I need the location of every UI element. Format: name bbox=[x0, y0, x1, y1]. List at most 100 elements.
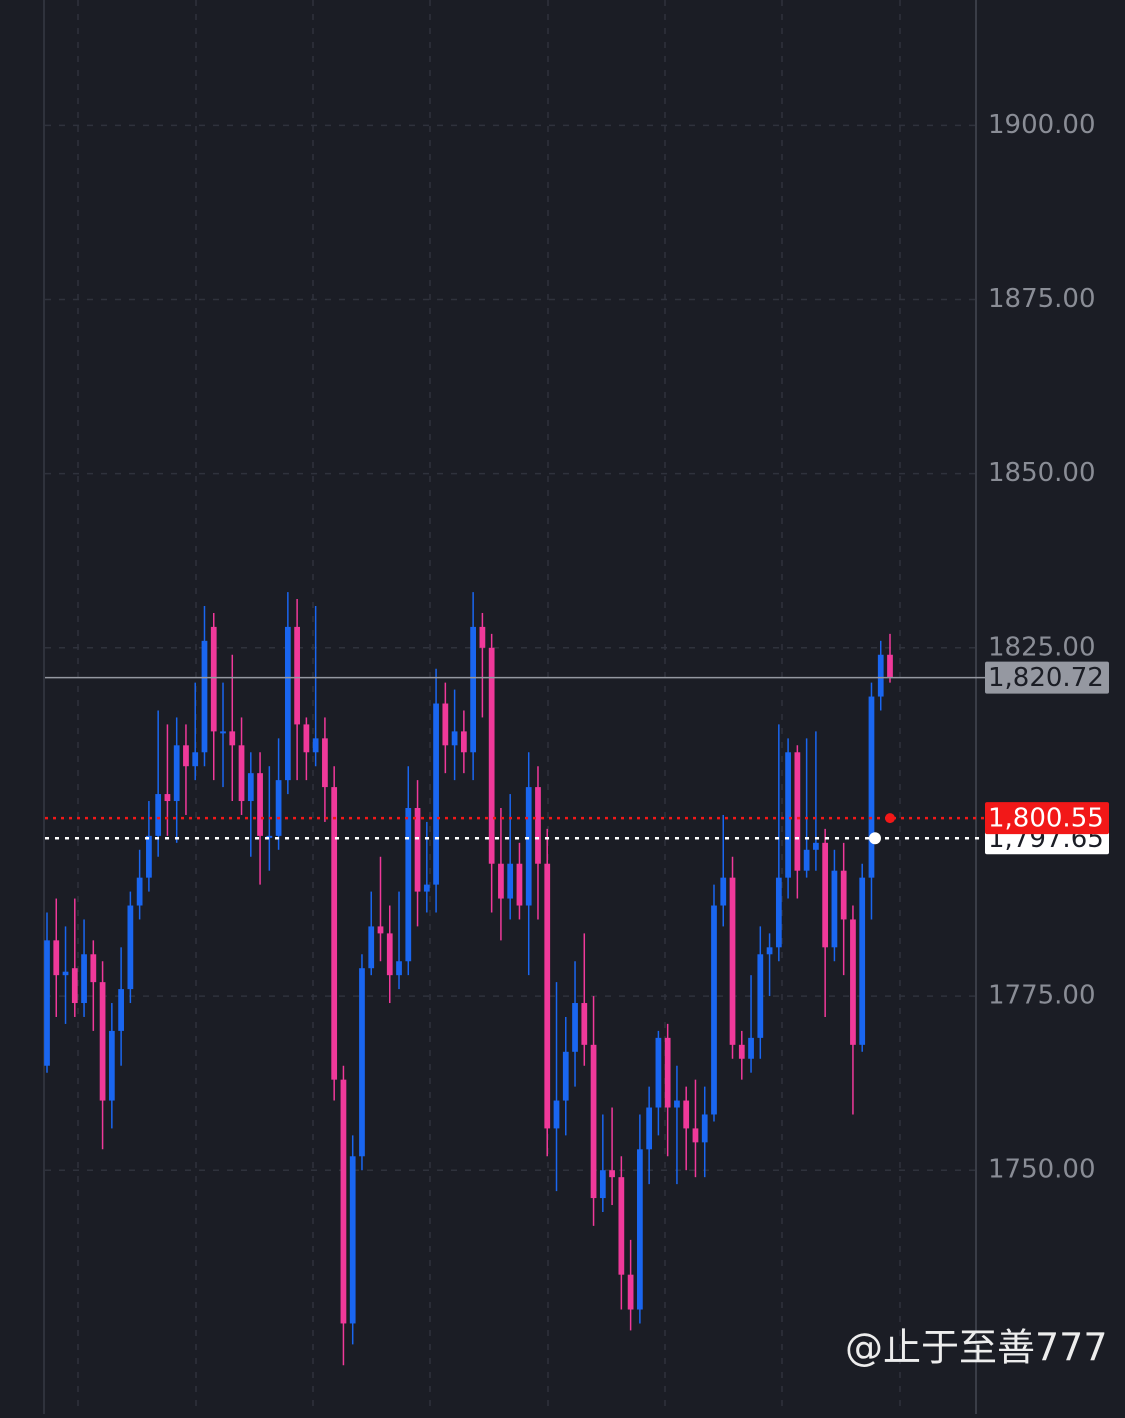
candle-body bbox=[460, 731, 467, 753]
candle-body bbox=[247, 773, 254, 802]
candle-body bbox=[609, 1170, 615, 1178]
candle-body bbox=[775, 877, 782, 948]
candle-body bbox=[173, 745, 180, 802]
candle-body bbox=[498, 863, 504, 899]
candle-body bbox=[850, 919, 856, 1045]
candle-body bbox=[813, 842, 819, 850]
candle-body bbox=[146, 835, 152, 878]
candle-body bbox=[257, 773, 263, 836]
candle-body bbox=[692, 1128, 699, 1143]
candle-body bbox=[785, 752, 791, 878]
candle-body bbox=[414, 808, 421, 892]
candle-body bbox=[535, 787, 541, 864]
candle-body bbox=[525, 787, 532, 906]
candle-body bbox=[581, 1003, 588, 1045]
candle-body bbox=[822, 842, 829, 948]
candle-body bbox=[229, 731, 236, 746]
candle-body bbox=[71, 968, 78, 1004]
price-label: 1,800.55 bbox=[988, 804, 1104, 834]
candle-body bbox=[442, 703, 449, 746]
candle-body bbox=[720, 877, 727, 906]
candle-body bbox=[572, 1003, 578, 1052]
candle-body bbox=[766, 947, 773, 955]
y-tick-label: 1750.00 bbox=[988, 1155, 1096, 1185]
candle-body bbox=[108, 1030, 115, 1101]
candle-body bbox=[44, 940, 50, 1066]
candle-body bbox=[859, 877, 866, 1045]
candle-body bbox=[794, 752, 801, 871]
candle-body bbox=[81, 954, 87, 1004]
candle-body bbox=[405, 808, 412, 962]
candle-body bbox=[664, 1037, 671, 1108]
candle-body bbox=[433, 703, 439, 885]
candle-body bbox=[877, 654, 884, 697]
candle-body bbox=[711, 905, 717, 1115]
price-label: 1,820.72 bbox=[988, 663, 1104, 693]
candle-body bbox=[127, 905, 134, 990]
y-tick-label: 1825.00 bbox=[988, 632, 1096, 662]
vertical-grid bbox=[77, 0, 901, 1414]
last-marker bbox=[885, 813, 895, 824]
candle-body bbox=[192, 752, 199, 767]
candle-body bbox=[53, 940, 60, 976]
candle-body bbox=[266, 835, 273, 838]
candle-body bbox=[590, 1044, 597, 1199]
candle-body bbox=[488, 647, 495, 864]
candle-body bbox=[183, 745, 189, 767]
price-label-box bbox=[985, 661, 1109, 694]
candle-body bbox=[479, 626, 486, 648]
candle-body bbox=[729, 877, 736, 1045]
y-tick-label: 1900.00 bbox=[988, 110, 1096, 140]
cursor-marker bbox=[869, 832, 881, 845]
watermark: @止于至善777 bbox=[845, 1326, 1108, 1370]
candle-body bbox=[322, 738, 328, 788]
candle-body bbox=[757, 954, 764, 1038]
candle-body bbox=[396, 961, 402, 976]
candle-body bbox=[284, 626, 291, 781]
candle-body bbox=[303, 724, 310, 753]
candle-body bbox=[803, 849, 810, 871]
candle-body bbox=[544, 863, 551, 1129]
candle-body bbox=[62, 971, 69, 976]
candle-body bbox=[637, 1149, 643, 1310]
candle-body bbox=[349, 1156, 356, 1324]
candle-body bbox=[674, 1100, 680, 1108]
candle-body bbox=[377, 926, 384, 934]
candle-body bbox=[516, 863, 523, 906]
candle-body bbox=[275, 780, 282, 836]
candle-body bbox=[136, 877, 143, 906]
candle-body bbox=[201, 640, 208, 753]
candle-body bbox=[90, 954, 97, 983]
candle-body bbox=[164, 794, 171, 802]
candle-body bbox=[553, 1100, 560, 1129]
candle-body bbox=[359, 968, 365, 1157]
candle-body bbox=[627, 1274, 634, 1310]
candle-body bbox=[386, 933, 393, 976]
candle-body bbox=[887, 654, 893, 678]
candle-body bbox=[599, 1170, 606, 1199]
candle-body bbox=[683, 1100, 690, 1129]
candle-body bbox=[210, 626, 217, 732]
candle-body bbox=[451, 731, 458, 746]
y-tick-label: 1850.00 bbox=[988, 458, 1096, 488]
candle-body bbox=[646, 1107, 653, 1150]
candle-body bbox=[868, 696, 875, 878]
candle-body bbox=[423, 884, 430, 892]
candle-body bbox=[155, 794, 162, 836]
candle-body bbox=[840, 870, 847, 920]
y-tick-label: 1875.00 bbox=[988, 284, 1096, 314]
candle-body bbox=[340, 1079, 347, 1324]
candle-body bbox=[238, 745, 245, 802]
candle-body bbox=[368, 926, 375, 969]
price-label-box bbox=[985, 802, 1109, 835]
candle-body bbox=[118, 989, 124, 1031]
candle-body bbox=[562, 1051, 569, 1101]
candle-body bbox=[294, 626, 300, 725]
candle-body bbox=[831, 870, 838, 948]
candle-body bbox=[748, 1037, 754, 1059]
candle-body bbox=[738, 1044, 745, 1059]
candle-body bbox=[701, 1114, 708, 1143]
candle-body bbox=[507, 863, 514, 899]
candle-body bbox=[220, 731, 226, 734]
